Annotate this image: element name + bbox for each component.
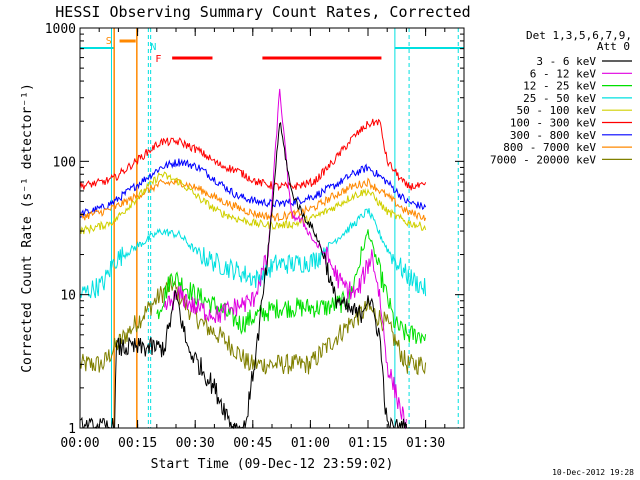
legend-label: 3 - 6 keV xyxy=(536,55,596,68)
legend-label: 800 - 7000 keV xyxy=(503,141,596,154)
x-tick-label: 00:30 xyxy=(176,436,215,451)
x-tick-label: 00:45 xyxy=(233,436,272,451)
x-tick-label: 00:15 xyxy=(118,436,157,451)
series-line-3 xyxy=(156,229,427,345)
legend-label: 12 - 25 keV xyxy=(523,80,596,93)
x-tick-label: 00:00 xyxy=(60,436,99,451)
series-line-4 xyxy=(79,208,427,299)
legend-label: 7000 - 20000 keV xyxy=(490,153,596,166)
y-tick-label: 10 xyxy=(60,289,76,304)
y-axis-label: Corrected Count Rate (s⁻¹ detector⁻¹) xyxy=(20,83,35,373)
series-line-6 xyxy=(79,118,427,192)
x-tick-label: 01:00 xyxy=(291,436,330,451)
x-tick-label: 01:15 xyxy=(348,436,387,451)
y-tick-label: 1000 xyxy=(45,22,76,37)
series-layer xyxy=(79,88,427,430)
axes: 00:00 00:15 00:30 00:45 01:00 01:15 01:30 1 10 10… xyxy=(45,22,465,451)
y-tick-label: 1 xyxy=(68,422,76,437)
observing-bands: S NF xyxy=(80,28,464,428)
series-line-5 xyxy=(79,171,427,235)
series-line-8 xyxy=(79,177,427,222)
legend-label: 50 - 100 keV xyxy=(517,104,597,117)
x-axis-label: Start Time (09-Dec-12 23:59:02) xyxy=(151,457,394,472)
legend-header-line2: Att 0 xyxy=(597,40,630,53)
series-line-7 xyxy=(79,158,427,218)
chart-title: HESSI Observing Summary Count Rates, Cor… xyxy=(55,3,470,21)
legend-header-line1: Det 1,3,5,6,7,9, xyxy=(526,29,632,42)
legend-label: 25 - 50 keV xyxy=(523,92,596,105)
legend-label: 6 - 12 keV xyxy=(530,67,597,80)
x-tick-label: 01:30 xyxy=(406,436,445,451)
legend-label: 100 - 300 keV xyxy=(510,117,596,130)
annotation-s: S xyxy=(106,36,112,47)
footer-timestamp: 10-Dec-2012 19:28 xyxy=(552,468,634,477)
series-line-2 xyxy=(164,88,407,430)
legend-label: 300 - 800 keV xyxy=(510,129,596,142)
y-tick-label: 100 xyxy=(53,155,76,170)
annotation-f: F xyxy=(155,54,161,65)
annotation-n: N xyxy=(150,42,156,53)
